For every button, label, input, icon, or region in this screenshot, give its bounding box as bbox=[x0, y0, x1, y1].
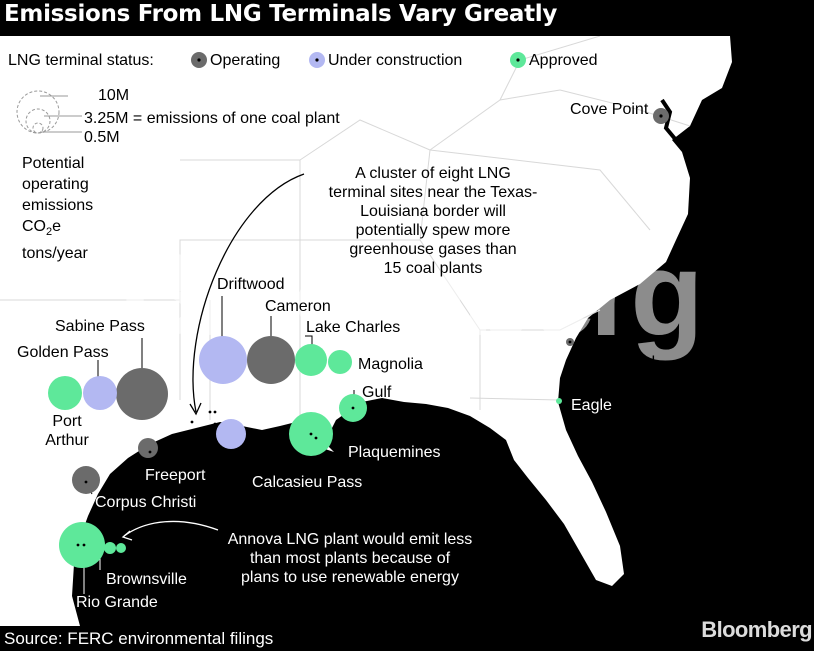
map: Bloomberg bbox=[0, 36, 732, 626]
annova-arrow-head bbox=[121, 530, 133, 541]
label-cove-point: Cove Point bbox=[570, 101, 649, 118]
title-bar: Emissions From LNG Terminals Vary Greatl… bbox=[0, 0, 814, 36]
legend-operating: Operating bbox=[210, 52, 281, 69]
label-magnolia: Magnolia bbox=[358, 356, 423, 373]
page-title: Emissions From LNG Terminals Vary Greatl… bbox=[4, 1, 558, 27]
label-corpus-christi: Corpus Christi bbox=[95, 494, 197, 511]
under-construction-dot-icon bbox=[309, 52, 325, 68]
cluster-arrow bbox=[192, 173, 305, 413]
size-legend-10m: 10M bbox=[98, 87, 130, 104]
annova-annotation: Annova LNG plant would emit less than mo… bbox=[227, 531, 473, 586]
label-sabine-pass: Sabine Pass bbox=[55, 318, 145, 335]
size-legend-0-5m: 0.5M bbox=[84, 129, 120, 146]
source-note: Source: FERC environmental filings bbox=[4, 629, 274, 648]
label-brownsville: Brownsville bbox=[106, 571, 187, 588]
label-gulf: Gulf bbox=[362, 384, 392, 401]
label-elba-island: Elba Island bbox=[576, 354, 656, 371]
label-lake-charles: Lake Charles bbox=[306, 319, 401, 336]
legend-under-construction: Under construction bbox=[328, 52, 463, 69]
chesapeake-bay bbox=[660, 98, 678, 142]
label-freeport: Freeport bbox=[145, 467, 206, 484]
state-borders bbox=[0, 36, 691, 420]
label-plaquemines: Plaquemines bbox=[348, 444, 441, 461]
terminal-corpus-christi bbox=[72, 466, 100, 494]
terminal-lake-charles bbox=[295, 344, 327, 376]
annova-arrow bbox=[123, 520, 219, 537]
terminal-driftwood bbox=[199, 336, 247, 384]
operating-dot-icon bbox=[191, 52, 207, 68]
terminal-sabine-pass bbox=[116, 368, 168, 420]
terminal-brownsville-2 bbox=[116, 543, 126, 553]
measure-description: Potential operating emissions CO2e tons/… bbox=[22, 155, 94, 262]
size-legend-3-25m: 3.25M = emissions of one coal plant bbox=[84, 110, 340, 127]
terminal-annova-brownsville-1 bbox=[104, 542, 116, 554]
label-driftwood: Driftwood bbox=[217, 276, 285, 293]
terminal-calcasieu-pass bbox=[216, 419, 246, 449]
terminal-golden-pass bbox=[83, 376, 117, 410]
terminal-cameron bbox=[247, 336, 295, 384]
cluster-arrow-head bbox=[189, 402, 202, 416]
size-legend-circles bbox=[16, 90, 82, 134]
legend-approved: Approved bbox=[529, 52, 598, 69]
label-port-arthur: Port Arthur bbox=[45, 413, 89, 449]
us-land bbox=[0, 36, 732, 626]
label-golden-pass: Golden Pass bbox=[17, 344, 109, 361]
label-eagle: Eagle bbox=[571, 397, 612, 414]
label-rio-grande: Rio Grande bbox=[76, 594, 158, 611]
approved-dot-icon bbox=[510, 52, 526, 68]
label-cameron: Cameron bbox=[265, 298, 331, 315]
terminal-bubbles bbox=[48, 108, 669, 568]
legend-status-label: LNG terminal status: bbox=[8, 52, 154, 69]
cluster-annotation: A cluster of eight LNG terminal sites ne… bbox=[328, 165, 538, 277]
terminal-rio-grande bbox=[59, 522, 105, 568]
terminal-magnolia bbox=[328, 350, 352, 374]
terminal-eagle bbox=[556, 398, 562, 404]
brand-logo: Bloomberg bbox=[701, 617, 812, 642]
terminal-freeport bbox=[138, 438, 158, 458]
label-calcasieu-pass: Calcasieu Pass bbox=[252, 474, 363, 491]
terminal-port-arthur bbox=[48, 376, 82, 410]
